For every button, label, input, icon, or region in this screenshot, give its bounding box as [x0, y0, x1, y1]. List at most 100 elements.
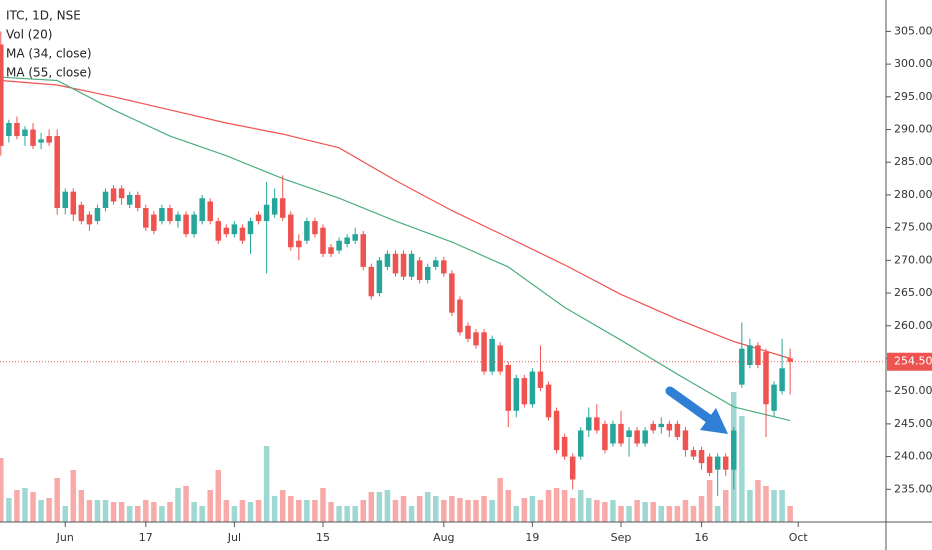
volume-bar: [722, 490, 729, 522]
x-tick-label: Jun: [56, 531, 74, 544]
volume-bar: [481, 496, 487, 522]
volume-bar: [54, 478, 60, 522]
volume-bar: [231, 506, 238, 522]
volume-bar: [110, 502, 117, 522]
candle-body: [247, 221, 254, 235]
volume-bar: [134, 506, 141, 522]
candle-body: [159, 208, 165, 222]
y-tick-label: 265.00: [894, 286, 932, 299]
volume-bar: [505, 490, 511, 522]
volume-bar: [86, 500, 93, 522]
candle-body: [38, 139, 44, 143]
volume-bar: [336, 506, 342, 522]
candle-body: [134, 194, 141, 209]
volume-bar: [602, 502, 608, 522]
candle-body: [449, 273, 455, 313]
volume-bar: [739, 416, 745, 522]
candle-body: [143, 208, 149, 228]
candle-body: [46, 136, 52, 143]
volume-bar: [400, 496, 407, 522]
candle-body: [416, 260, 423, 280]
candle-body: [102, 191, 109, 209]
volume-bar: [408, 506, 415, 522]
candle-layer: [0, 31, 793, 496]
candle-body: [384, 253, 391, 267]
candle-body: [191, 214, 197, 235]
candle-body: [368, 266, 375, 297]
volume-bar: [151, 502, 157, 522]
candle-body: [239, 227, 246, 241]
volume-bar: [118, 502, 125, 522]
volume-bar: [199, 506, 205, 522]
volume-bar: [38, 500, 44, 522]
volume-bar: [755, 480, 761, 522]
last-price-label: 254.50: [894, 355, 932, 368]
x-tick-label: Aug: [433, 531, 454, 544]
volume-bar: [698, 496, 705, 522]
candle-body: [722, 456, 729, 470]
volume-bar: [102, 500, 109, 522]
candle-body: [312, 221, 318, 235]
volume-bar: [360, 500, 367, 522]
last-price-box: [887, 352, 932, 371]
volume-bar: [658, 506, 665, 522]
candle-body: [618, 423, 624, 444]
volume-bar: [690, 506, 697, 522]
volume-bar: [650, 502, 656, 522]
x-tick-label: 16: [695, 531, 709, 544]
volume-bar: [0, 458, 4, 522]
candle-body: [207, 201, 213, 222]
candle-body: [231, 224, 238, 235]
volume-bar: [46, 498, 52, 522]
candle-body: [569, 456, 576, 480]
volume-bar: [328, 502, 334, 522]
volume-bar: [344, 506, 350, 522]
candle-body: [682, 430, 689, 451]
x-tick-label: Sep: [611, 531, 632, 544]
volume-bar: [537, 500, 544, 522]
candle-body: [70, 191, 77, 215]
candle-body: [320, 227, 326, 254]
candle-body: [594, 417, 600, 431]
y-tick-label: 245.00: [894, 417, 932, 430]
candle-body: [505, 365, 511, 411]
candle-body: [151, 214, 157, 231]
candle-body: [126, 194, 133, 205]
volume-bar: [320, 488, 326, 522]
volume-bar: [771, 490, 777, 522]
candle-body: [674, 423, 681, 437]
candle-body: [344, 237, 350, 244]
volume-bar: [594, 500, 600, 522]
volume-bar: [610, 500, 616, 522]
indicator-label: MA (55, close): [6, 66, 92, 80]
candle-body: [360, 234, 367, 267]
candle-body: [288, 214, 294, 248]
candle-body: [714, 456, 721, 470]
volume-bar: [521, 498, 528, 522]
candle-body: [424, 266, 431, 280]
candle-body: [577, 430, 584, 457]
candle-body: [263, 204, 270, 222]
candle-body: [642, 430, 648, 444]
x-tick-label: Oct: [789, 531, 809, 544]
volume-bar: [94, 500, 101, 522]
chart-title: ITC, 1D, NSE: [6, 9, 81, 23]
volume-bar: [288, 496, 294, 522]
volume-bar: [279, 490, 286, 522]
volume-bar: [143, 500, 149, 522]
candle-body: [771, 384, 777, 411]
volume-bar: [392, 500, 399, 522]
candle-body: [481, 332, 487, 372]
volume-bar: [545, 490, 552, 522]
volume-bar: [239, 500, 246, 522]
volume-bar: [62, 506, 68, 522]
candle-body: [690, 450, 697, 457]
volume-bar: [577, 490, 584, 522]
y-tick-label: 260.00: [894, 319, 932, 332]
volume-bar: [78, 490, 85, 522]
candle-body: [167, 208, 173, 222]
candle-body: [110, 188, 117, 202]
candle-body: [14, 122, 20, 137]
volume-bar: [126, 506, 133, 522]
x-tick-label: 19: [525, 531, 539, 544]
